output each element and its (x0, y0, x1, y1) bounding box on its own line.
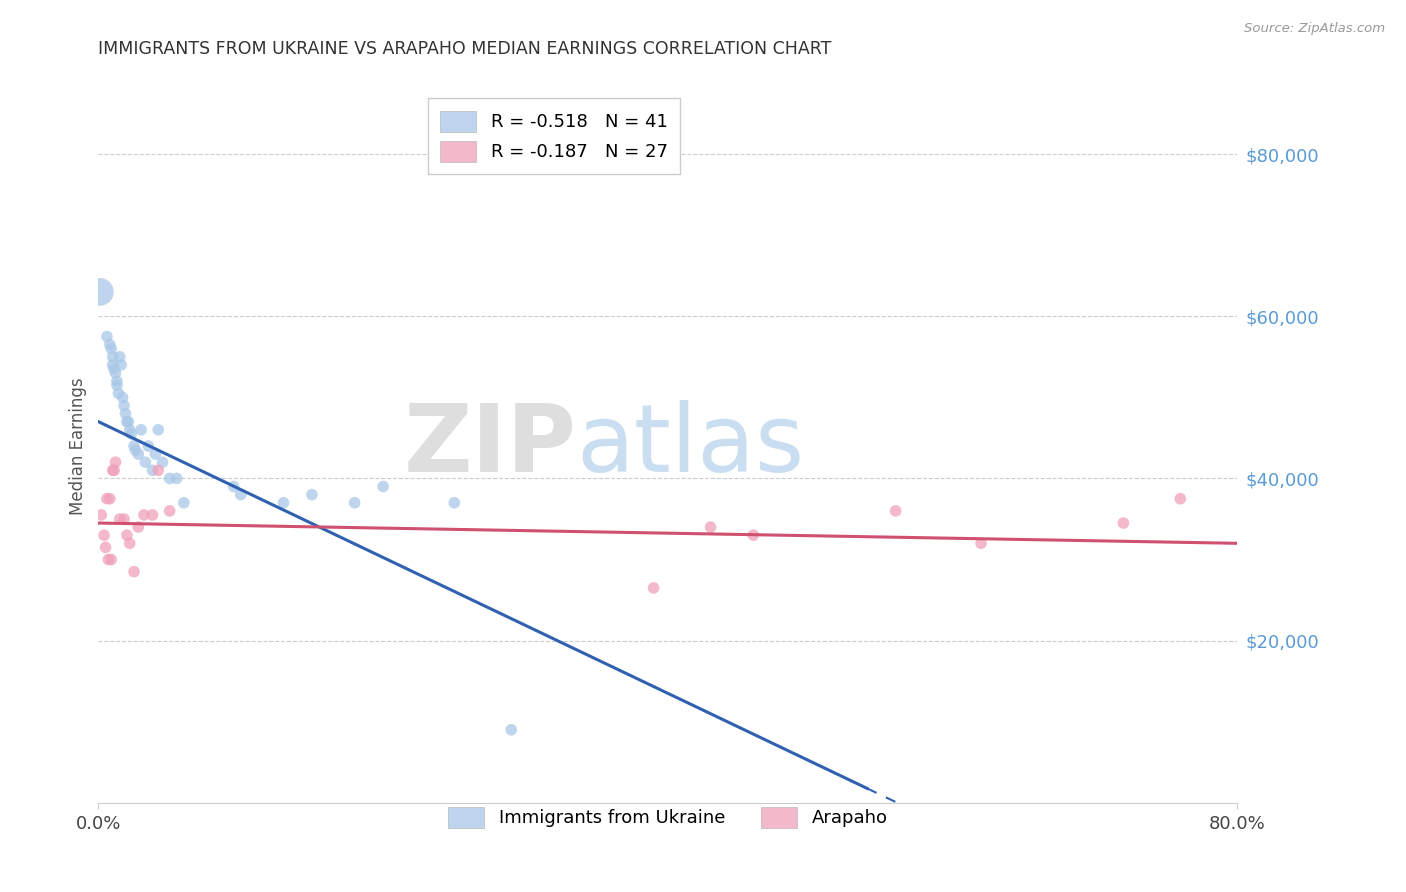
Point (107, 386, 129, 401)
Point (132, 508, 155, 522)
Point (115, 528, 138, 542)
Point (110, 358, 132, 372)
Point (98, 337, 121, 351)
Point (104, 366, 127, 380)
Point (100, 342, 122, 356)
Point (166, 471, 188, 485)
Point (118, 536, 141, 550)
Point (273, 496, 295, 510)
Y-axis label: Median Earnings: Median Earnings (69, 377, 87, 515)
Text: atlas: atlas (576, 400, 806, 492)
Point (108, 350, 131, 364)
Point (127, 520, 149, 534)
Point (93, 528, 115, 542)
Point (104, 455, 127, 469)
Point (122, 565, 145, 579)
Point (373, 479, 395, 493)
Point (101, 463, 124, 477)
Point (111, 390, 134, 404)
Point (152, 455, 174, 469)
Point (122, 439, 145, 453)
Point (100, 552, 122, 566)
Point (501, 723, 523, 737)
Point (1112, 516, 1135, 530)
Point (117, 415, 139, 429)
Point (148, 423, 170, 437)
Point (97, 552, 120, 566)
Text: IMMIGRANTS FROM UKRAINE VS ARAPAHO MEDIAN EARNINGS CORRELATION CHART: IMMIGRANTS FROM UKRAINE VS ARAPAHO MEDIA… (98, 40, 832, 58)
Point (114, 407, 136, 421)
Point (229, 488, 252, 502)
Point (112, 399, 135, 413)
Point (127, 447, 149, 461)
Point (108, 512, 131, 526)
Point (159, 471, 181, 485)
Point (101, 358, 124, 372)
Point (742, 528, 765, 542)
Point (96, 329, 118, 343)
Point (105, 374, 128, 388)
Point (699, 520, 721, 534)
Point (103, 463, 125, 477)
Point (159, 504, 181, 518)
Point (1170, 491, 1192, 506)
Point (136, 439, 159, 453)
Point (141, 508, 163, 522)
Point (89, 285, 111, 299)
Point (96, 491, 118, 506)
Point (643, 581, 665, 595)
Point (343, 496, 366, 510)
Point (103, 362, 125, 376)
Point (105, 378, 128, 392)
Point (98, 491, 121, 506)
Point (120, 426, 142, 441)
Point (148, 463, 170, 477)
Point (173, 496, 195, 510)
Point (118, 423, 141, 437)
Point (222, 479, 245, 493)
Point (94, 541, 117, 555)
Point (141, 463, 163, 477)
Point (443, 496, 465, 510)
Text: Source: ZipAtlas.com: Source: ZipAtlas.com (1244, 22, 1385, 36)
Point (112, 512, 135, 526)
Point (970, 536, 993, 550)
Point (115, 415, 138, 429)
Text: ZIP: ZIP (404, 400, 576, 492)
Point (129, 423, 152, 437)
Point (301, 488, 323, 502)
Point (124, 443, 146, 458)
Point (145, 447, 167, 461)
Point (134, 455, 156, 469)
Legend: Immigrants from Ukraine, Arapaho: Immigrants from Ukraine, Arapaho (439, 797, 897, 837)
Point (101, 350, 124, 364)
Point (90, 508, 112, 522)
Point (884, 504, 907, 518)
